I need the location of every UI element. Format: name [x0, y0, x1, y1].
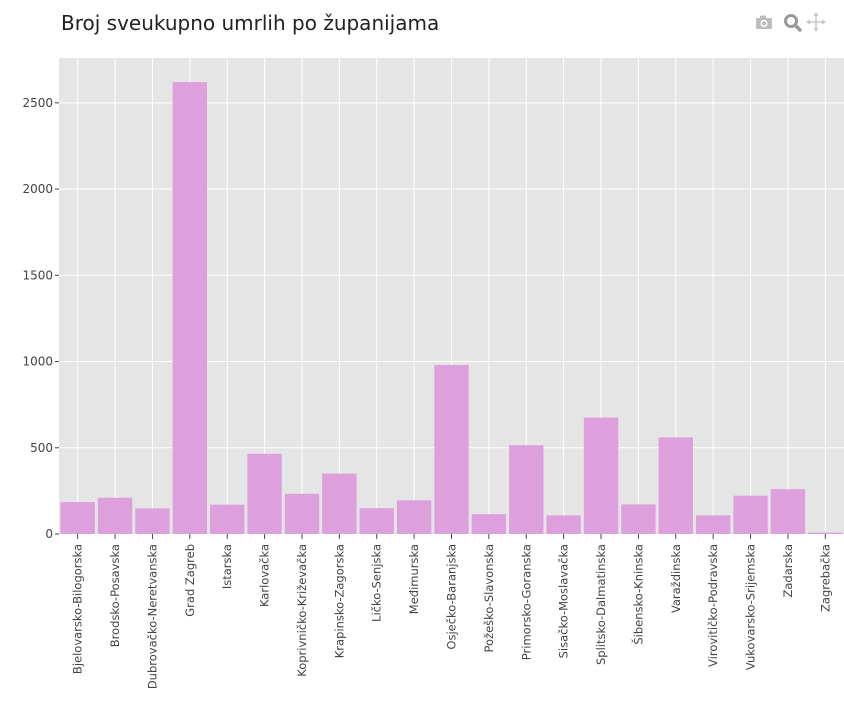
- x-tick-label: Sisačko-Moslavačka: [557, 544, 571, 658]
- bar-13: [546, 515, 581, 534]
- zoom-icon[interactable]: [780, 10, 806, 34]
- bar-18: [733, 495, 768, 534]
- pan-icon[interactable]: [804, 10, 830, 34]
- x-tick-label: Grad Zagreb: [183, 544, 197, 617]
- x-tick-label: Vukovarsko-Srijemska: [744, 544, 758, 670]
- y-tick-label: 1500: [22, 268, 53, 282]
- x-tick-label: Brodsko-Posavska: [108, 544, 122, 647]
- camera-icon[interactable]: [752, 10, 778, 34]
- bar-8: [359, 508, 394, 534]
- x-tick-label: Koprivničko-Križevačka: [295, 544, 309, 677]
- bar-6: [284, 493, 320, 534]
- bar-7: [322, 473, 357, 534]
- bar-12: [509, 445, 544, 534]
- x-tick-label: Istarska: [220, 544, 234, 589]
- x-tick-label: Dubrovačko-Neretvanska: [145, 544, 159, 689]
- chart-title: Broj sveukupno umrlih po županijama: [61, 11, 440, 35]
- x-tick-label: Ličko-Senjska: [370, 544, 384, 622]
- x-tick-label: Primorsko-Goranska: [519, 544, 533, 660]
- x-tick-label: Karlovačka: [258, 544, 272, 607]
- bar-1: [97, 497, 133, 534]
- y-tick-label: 2000: [22, 182, 53, 196]
- y-tick-label: 1000: [22, 355, 53, 369]
- bar-14: [583, 417, 619, 534]
- bar-9: [396, 500, 432, 534]
- bar-19: [770, 489, 806, 534]
- bar-4: [210, 504, 245, 534]
- x-tick-label: Zadarska: [781, 544, 795, 598]
- x-tick-label: Osječko-Baranjska: [445, 544, 459, 650]
- bar-20: [808, 532, 843, 534]
- bar-15: [621, 504, 656, 534]
- x-tick-label: Bjelovarsko-Bilogorska: [71, 544, 85, 674]
- bar-5: [247, 453, 282, 534]
- x-tick-label: Varaždinska: [669, 544, 683, 613]
- bar-10: [434, 364, 469, 534]
- x-tick-label: Šibensko-Kninska: [630, 544, 645, 645]
- x-tick-label: Požeško-Slavonska: [482, 544, 496, 652]
- x-tick-label: Međimurska: [407, 544, 421, 614]
- bar-2: [135, 508, 170, 534]
- bar-3: [172, 82, 208, 534]
- x-tick-label: Krapinsko-Zagorska: [332, 544, 346, 658]
- y-tick-label: 0: [45, 527, 53, 541]
- bar-11: [471, 514, 507, 534]
- bar-16: [658, 437, 693, 534]
- y-tick-label: 2500: [22, 96, 53, 110]
- y-tick-label: 500: [30, 441, 53, 455]
- bar-17: [695, 515, 731, 534]
- bar-0: [60, 502, 95, 534]
- x-tick-label: Virovitičko-Podravska: [706, 544, 720, 667]
- x-tick-label: Splitsko-Dalmatinska: [594, 544, 608, 665]
- x-tick-label: Zagrebačka: [818, 544, 832, 612]
